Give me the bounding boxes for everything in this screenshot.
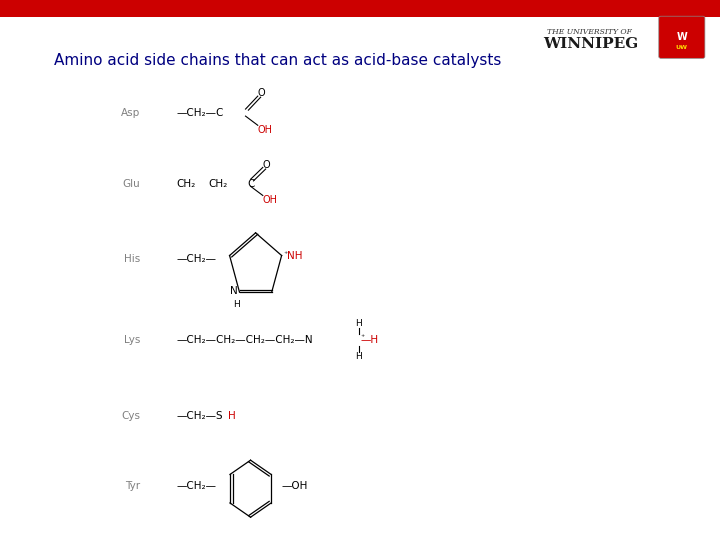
Text: —OH: —OH [282,481,308,491]
Text: Glu: Glu [122,179,140,188]
Text: W: W [677,32,687,42]
Text: CH₂: CH₂ [176,179,196,188]
Text: —CH₂—CH₂—CH₂—CH₂—N: —CH₂—CH₂—CH₂—CH₂—N [176,335,313,345]
Text: —CH₂—S: —CH₂—S [176,411,223,421]
Text: C: C [247,179,254,188]
Text: O: O [263,160,271,170]
Text: UW: UW [676,45,688,50]
Text: ⁺: ⁺ [361,333,365,342]
Text: Asp: Asp [121,109,140,118]
Text: H: H [355,352,362,361]
Text: Tyr: Tyr [125,481,140,491]
Text: H: H [228,411,235,421]
Text: —CH₂—C: —CH₂—C [176,109,224,118]
Text: ⁺: ⁺ [283,251,287,260]
Text: —H: —H [361,335,379,345]
Text: Amino acid side chains that can act as acid-base catalysts: Amino acid side chains that can act as a… [54,53,501,68]
Text: His: His [124,254,140,264]
Text: WINNIPEG: WINNIPEG [544,37,639,51]
Text: H: H [233,300,240,309]
Text: —CH₂—: —CH₂— [176,481,217,491]
Bar [0,0,720,17]
Text: —CH₂—: —CH₂— [176,254,217,264]
Text: THE UNIVERSITY OF: THE UNIVERSITY OF [547,29,632,36]
Text: OH: OH [262,195,277,205]
Text: OH: OH [257,125,272,134]
Text: CH₂: CH₂ [209,179,228,188]
Text: NH: NH [287,251,303,260]
Text: Lys: Lys [124,335,140,345]
FancyBboxPatch shape [659,16,705,58]
Text: H: H [355,320,362,328]
Text: Cys: Cys [122,411,140,421]
Text: N: N [230,286,238,295]
Text: O: O [258,88,266,98]
